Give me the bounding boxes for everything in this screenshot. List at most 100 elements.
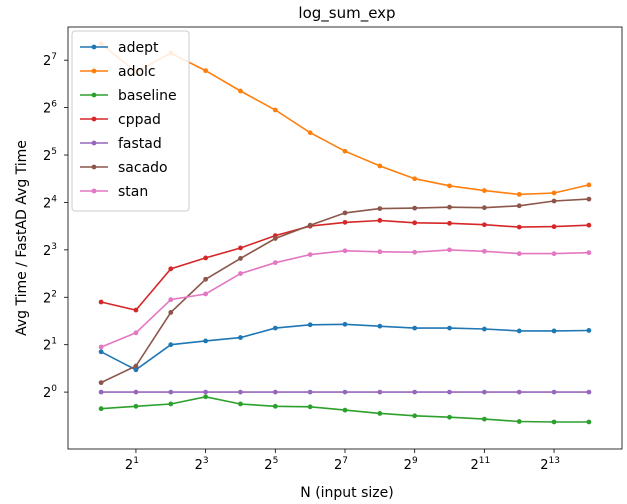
legend-marker-baseline (91, 92, 97, 98)
legend-marker-sacado (91, 164, 97, 170)
data-point-baseline (586, 419, 592, 425)
legend-label-cppad: cppad (118, 112, 161, 128)
data-point-baseline (168, 401, 174, 407)
data-point-adolc (516, 191, 522, 197)
data-point-baseline (551, 419, 557, 425)
data-point-fastad (447, 389, 452, 395)
data-point-fastad (307, 389, 313, 395)
data-point-cppad (551, 224, 557, 230)
data-point-cppad (516, 224, 522, 230)
data-point-baseline (272, 403, 278, 409)
legend-marker-adept (91, 44, 97, 50)
data-point-stan (238, 271, 243, 276)
legend-box (71, 30, 190, 212)
data-point-baseline (342, 407, 348, 413)
data-point-baseline (377, 411, 383, 416)
data-point-stan (168, 297, 174, 303)
data-point-sacado (586, 196, 592, 202)
legend-label-fastad: fastad (118, 136, 162, 152)
data-point-fastad (272, 389, 278, 395)
data-point-stan (272, 260, 278, 266)
data-point-adept (342, 321, 348, 327)
data-point-stan (586, 250, 592, 256)
data-point-adept (586, 328, 592, 333)
data-point-fastad (238, 389, 243, 395)
x-axis-ticks: 21 23 25 27 29 211 213 (125, 449, 560, 473)
legend: adept adolc baseline cppad fastad sacado stan (71, 30, 190, 212)
data-point-stan (516, 251, 522, 257)
y-tick-label: 23 (43, 242, 57, 259)
data-point-baseline (516, 419, 522, 424)
data-point-sacado (447, 204, 452, 210)
x-tick-label: 29 (404, 456, 418, 473)
legend-marker-stan (91, 188, 97, 194)
data-point-adolc (447, 183, 452, 189)
data-point-adolc (586, 182, 592, 188)
data-point-adept (551, 328, 557, 334)
data-point-baseline (238, 401, 243, 407)
x-tick-label: 27 (334, 456, 348, 473)
x-tick-label: 23 (195, 456, 209, 473)
series-line-stan (100, 249, 589, 348)
data-point-cppad (586, 222, 592, 228)
x-axis-label: N (input size) (300, 485, 393, 501)
data-point-fastad (481, 389, 487, 395)
data-point-stan (133, 330, 139, 336)
series-line-adept (100, 323, 589, 371)
data-point-fastad (342, 389, 348, 395)
data-point-adept (272, 325, 278, 331)
data-point-baseline (412, 413, 418, 419)
data-point-stan (447, 247, 452, 253)
chart-title: log_sum_exp (298, 4, 395, 23)
y-tick-label: 20 (43, 384, 57, 401)
data-point-adept (481, 326, 487, 332)
data-point-sacado (168, 310, 174, 315)
legend-label-stan: stan (118, 184, 148, 200)
data-point-cppad (377, 218, 383, 223)
data-point-adolc (481, 188, 487, 193)
data-point-baseline (481, 416, 487, 422)
legend-label-baseline: baseline (118, 88, 177, 104)
x-tick-label: 213 (540, 456, 560, 473)
legend-marker-fastad (91, 140, 97, 146)
data-point-adept (516, 328, 522, 334)
data-point-sacado (272, 236, 278, 241)
data-point-fastad (516, 389, 522, 395)
data-point-fastad (412, 389, 418, 395)
data-point-fastad (203, 389, 209, 395)
data-point-stan (98, 344, 104, 350)
data-point-fastad (168, 389, 174, 395)
legend-marker-adolc (91, 68, 97, 74)
y-tick-label: 26 (43, 100, 57, 117)
data-point-adolc (203, 68, 209, 74)
data-point-adolc (377, 163, 383, 169)
data-point-cppad (168, 266, 174, 272)
data-point-fastad (133, 389, 139, 395)
data-point-stan (307, 252, 313, 257)
data-point-adolc (342, 148, 348, 154)
data-point-adolc (238, 88, 243, 94)
data-point-stan (203, 291, 209, 297)
data-point-baseline (203, 394, 209, 400)
data-point-cppad (133, 307, 139, 313)
data-point-cppad (203, 255, 209, 261)
y-axis-label: Avg Time / FastAD Avg Time (14, 140, 30, 336)
y-axis-ticks: 20 21 22 23 24 25 26 27 (43, 52, 68, 401)
data-point-cppad (98, 299, 104, 305)
data-point-adept (238, 335, 243, 340)
data-point-fastad (551, 389, 557, 395)
data-point-adept (98, 349, 104, 355)
data-point-sacado (412, 205, 418, 211)
data-point-adolc (272, 107, 278, 113)
data-point-adept (412, 325, 418, 331)
data-point-adolc (307, 130, 313, 136)
data-point-adept (307, 322, 313, 328)
data-point-sacado (307, 222, 313, 228)
legend-label-adolc: adolc (118, 64, 156, 80)
data-point-sacado (203, 276, 209, 282)
y-tick-label: 27 (43, 52, 57, 69)
series-points (98, 41, 592, 425)
data-point-sacado (481, 205, 487, 211)
data-point-adept (203, 338, 209, 344)
